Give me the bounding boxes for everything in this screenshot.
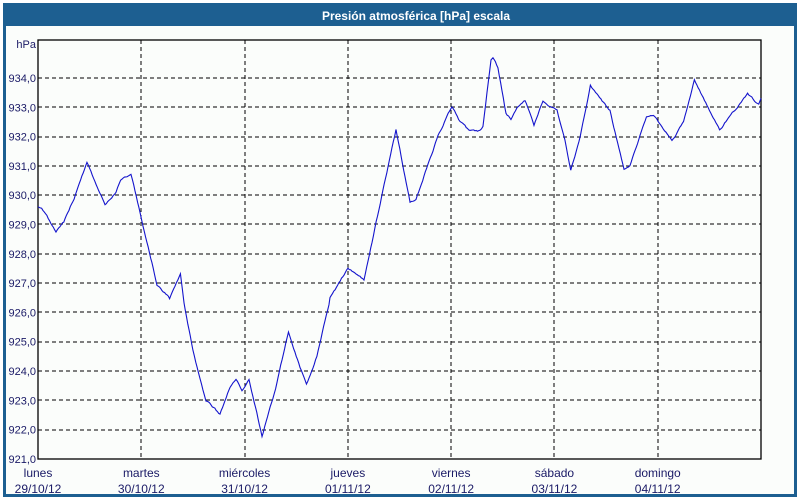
svg-text:martes: martes bbox=[123, 466, 160, 480]
svg-text:jueves: jueves bbox=[330, 466, 366, 480]
svg-text:04/11/12: 04/11/12 bbox=[635, 482, 681, 496]
svg-text:928,0: 928,0 bbox=[8, 249, 36, 261]
svg-text:931,0: 931,0 bbox=[8, 161, 36, 173]
svg-text:03/11/12: 03/11/12 bbox=[532, 482, 578, 496]
svg-text:hPa: hPa bbox=[16, 39, 36, 51]
svg-text:927,0: 927,0 bbox=[8, 278, 36, 290]
svg-text:925,0: 925,0 bbox=[8, 337, 36, 349]
svg-text:929,0: 929,0 bbox=[8, 220, 36, 232]
svg-text:923,0: 923,0 bbox=[8, 395, 36, 407]
svg-text:viernes: viernes bbox=[432, 466, 471, 480]
svg-text:932,0: 932,0 bbox=[8, 132, 36, 144]
svg-text:922,0: 922,0 bbox=[8, 425, 36, 437]
svg-text:930,0: 930,0 bbox=[8, 190, 36, 202]
svg-text:sábado: sábado bbox=[535, 466, 575, 480]
svg-text:30/10/12: 30/10/12 bbox=[118, 482, 165, 496]
svg-text:01/11/12: 01/11/12 bbox=[325, 482, 371, 496]
svg-text:934,0: 934,0 bbox=[8, 73, 36, 85]
svg-text:miércoles: miércoles bbox=[219, 466, 270, 480]
svg-text:933,0: 933,0 bbox=[8, 102, 36, 114]
svg-text:31/10/12: 31/10/12 bbox=[221, 482, 268, 496]
svg-text:29/10/12: 29/10/12 bbox=[15, 482, 62, 496]
svg-text:02/11/12: 02/11/12 bbox=[428, 482, 474, 496]
svg-text:lunes: lunes bbox=[24, 466, 53, 480]
svg-text:921,0: 921,0 bbox=[8, 454, 36, 466]
svg-text:926,0: 926,0 bbox=[8, 307, 36, 319]
svg-text:924,0: 924,0 bbox=[8, 366, 36, 378]
svg-text:domingo: domingo bbox=[635, 466, 681, 480]
